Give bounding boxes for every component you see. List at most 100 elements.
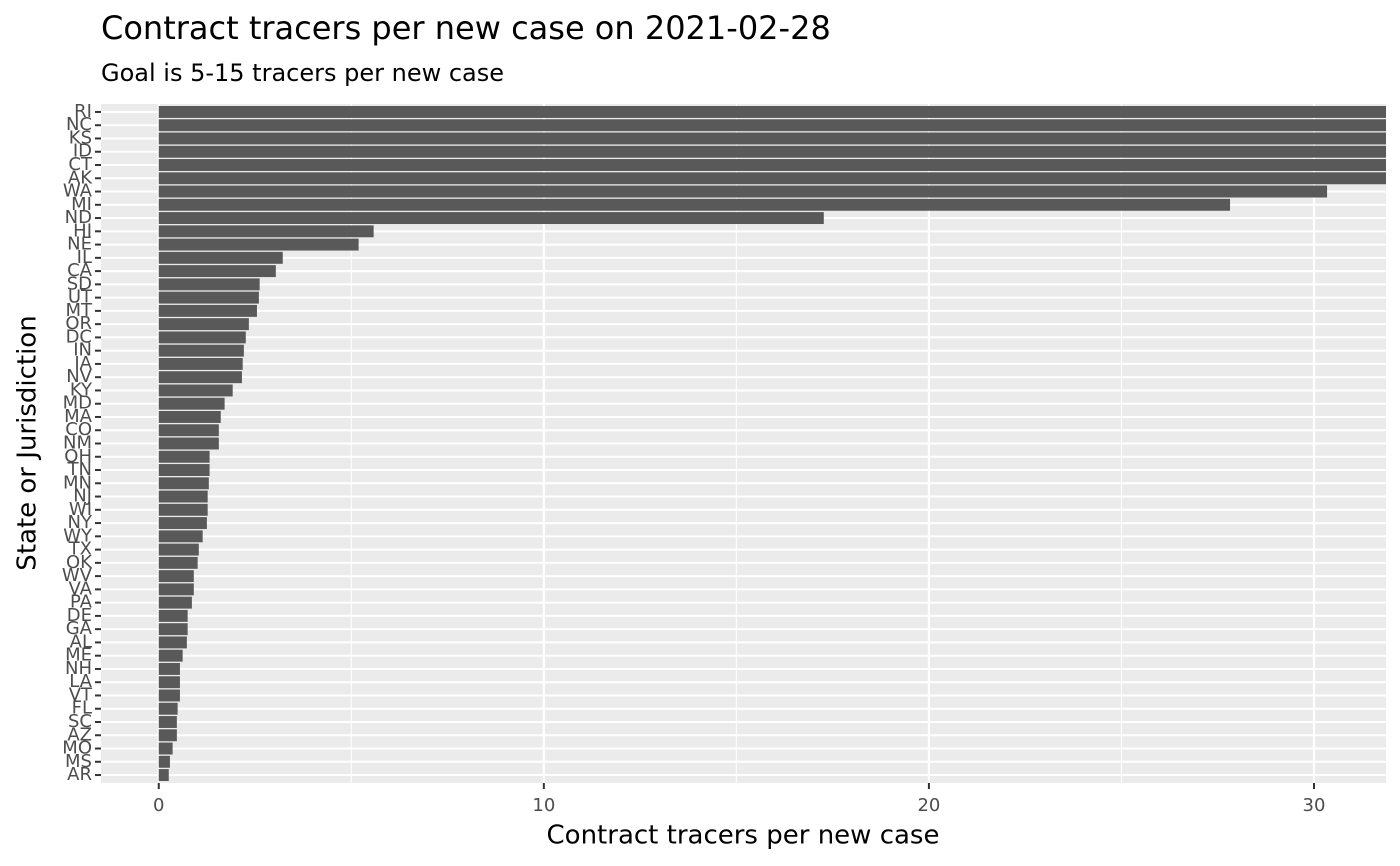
bar <box>158 556 198 569</box>
bar <box>158 251 283 264</box>
bar <box>158 238 359 251</box>
bar <box>158 570 194 583</box>
bar <box>158 517 207 530</box>
bar <box>158 225 374 238</box>
bar <box>158 490 208 503</box>
y-tick-label: NV <box>66 366 92 387</box>
bar <box>158 278 260 291</box>
bar <box>158 119 1386 132</box>
y-tick-label: PA <box>70 592 93 613</box>
y-tick-label: AL <box>70 631 92 652</box>
x-axis-title: Contract tracers per new case <box>547 821 940 851</box>
y-tick-label: MI <box>71 194 92 215</box>
y-tick-label: TN <box>67 459 92 480</box>
y-tick-label: NE <box>67 234 92 255</box>
bar <box>158 464 210 476</box>
bar <box>158 477 209 490</box>
y-tick-label: NM <box>63 433 92 454</box>
bar <box>158 331 246 344</box>
y-tick-label: GA <box>66 618 93 639</box>
bar <box>158 636 187 649</box>
y-tick-label: SC <box>68 711 92 732</box>
y-tick-label: WV <box>62 565 93 586</box>
bar <box>158 716 177 728</box>
bar <box>158 411 221 423</box>
bar <box>158 450 210 463</box>
y-tick-label: FL <box>72 698 92 719</box>
y-tick-label: HI <box>73 220 92 241</box>
bar <box>158 318 249 331</box>
y-tick-label: AK <box>68 167 93 188</box>
y-tick-label: OK <box>66 552 93 573</box>
bar <box>158 503 208 516</box>
y-tick-label: DC <box>66 326 92 347</box>
bar <box>158 649 183 662</box>
y-tick-label: RI <box>74 101 92 122</box>
y-tick-label: MD <box>63 393 92 414</box>
bar <box>158 676 180 689</box>
y-axis-title: State or Jurisdiction <box>13 315 43 570</box>
bar <box>158 357 243 370</box>
chart-title: Contract tracers per new case on 2021-02… <box>101 9 831 47</box>
y-tick-label: NH <box>65 658 92 679</box>
y-tick-label: NC <box>66 114 92 135</box>
bar <box>158 371 242 384</box>
x-tick-label: 0 <box>153 795 164 816</box>
bar <box>158 596 192 609</box>
bar <box>158 145 1386 158</box>
y-tick-label: ME <box>65 645 92 666</box>
y-tick-label: AZ <box>67 724 92 745</box>
bar <box>158 344 244 357</box>
y-tick-label: MA <box>64 406 93 427</box>
bar <box>158 198 1231 211</box>
bar <box>158 583 194 596</box>
bar <box>158 105 1386 118</box>
y-tick-label: ID <box>73 141 92 162</box>
x-tick-label: 30 <box>1303 795 1326 816</box>
axes: 0 10 20 30RINCKSIDCTAKWAMINDHINEILCASDUTMTO… <box>62 101 1326 816</box>
bar <box>158 623 188 636</box>
y-tick-label: CO <box>65 419 92 440</box>
y-tick-label: MO <box>62 738 92 759</box>
bar <box>158 437 219 450</box>
bar <box>158 212 824 225</box>
y-tick-label: VT <box>69 684 93 705</box>
bar <box>158 729 177 742</box>
bar <box>158 702 178 715</box>
y-tick-label: LA <box>69 671 92 692</box>
y-tick-label: MT <box>65 300 93 321</box>
bar <box>158 265 276 278</box>
y-tick-label: DE <box>67 605 92 626</box>
y-tick-label: CT <box>68 154 93 175</box>
y-tick-label: KS <box>69 127 92 148</box>
y-tick-label: VA <box>69 578 93 599</box>
y-tick-label: NY <box>68 512 93 533</box>
y-tick-label: WA <box>63 181 93 202</box>
y-tick-label: MN <box>63 472 92 493</box>
bar <box>158 769 169 782</box>
y-tick-label: ND <box>65 207 92 228</box>
chart-subtitle: Goal is 5-15 tracers per new case <box>101 59 504 87</box>
bar <box>158 424 219 437</box>
bar <box>158 530 203 543</box>
bar <box>158 132 1386 145</box>
bar <box>158 291 259 304</box>
bar <box>158 384 233 397</box>
y-tick-label: OH <box>64 446 92 467</box>
bars <box>158 105 1386 782</box>
x-tick-label: 20 <box>917 795 940 816</box>
y-tick-label: IN <box>73 340 92 361</box>
y-tick-label: CA <box>67 260 93 281</box>
y-tick-label: KY <box>70 379 93 400</box>
y-tick-label: WY <box>63 525 93 546</box>
bar <box>158 304 257 317</box>
bar <box>158 185 1328 198</box>
y-tick-label: OR <box>65 313 92 334</box>
y-tick-label: TX <box>68 539 92 560</box>
x-tick-label: 10 <box>532 795 555 816</box>
bar <box>158 397 225 410</box>
bar <box>158 742 173 755</box>
y-tick-label: SD <box>67 273 92 294</box>
y-tick-label: IA <box>74 353 92 374</box>
